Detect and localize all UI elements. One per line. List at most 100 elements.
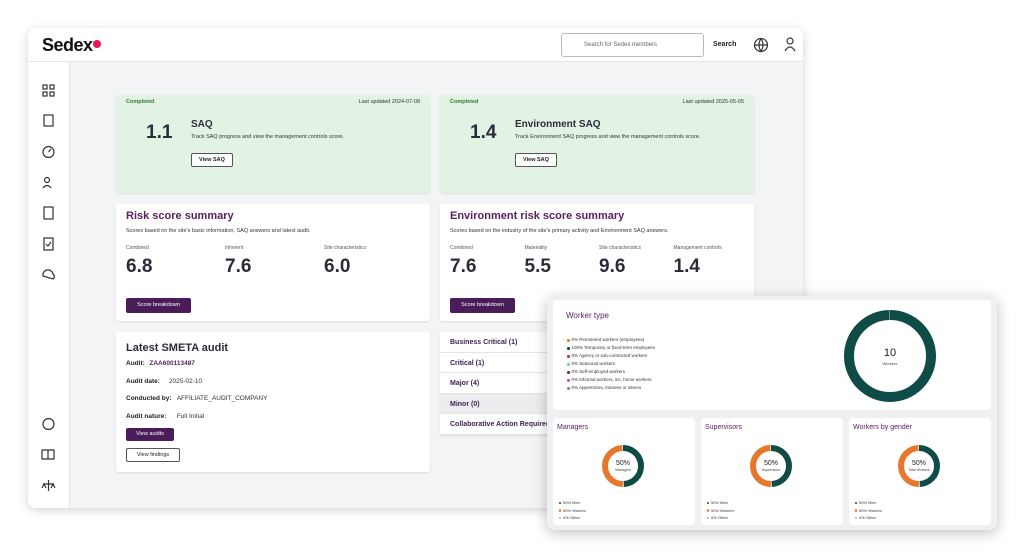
- saq-title: Environment SAQ: [515, 119, 601, 130]
- center-value: 10: [883, 347, 897, 359]
- finding-label: Business Critical (1): [450, 339, 518, 346]
- card-title: Environment risk score summary: [450, 210, 625, 222]
- field-label: Conducted by:: [126, 395, 172, 402]
- donut: [602, 445, 644, 487]
- donut: [844, 310, 936, 402]
- donut-segment: [844, 310, 936, 402]
- button-label: Score breakdown: [137, 302, 180, 308]
- card-title: Workers by gender: [853, 424, 913, 431]
- field-label: Audit:: [126, 360, 145, 367]
- center-value: 50%: [763, 460, 778, 467]
- legend-label: 50% Women: [711, 507, 734, 513]
- button-label: View SAQ: [199, 157, 225, 163]
- gender-card: Supervisors 50% Supervisors 50% Men 50% Wome…: [701, 418, 843, 525]
- finding-label: Critical (1): [450, 359, 485, 367]
- metric-value: 1.4: [673, 256, 700, 277]
- legend-label: 50% Men: [563, 500, 580, 505]
- search-button[interactable]: Search: [713, 41, 737, 48]
- legend-label: 0% Seasonal workers: [571, 361, 616, 366]
- field-value: 2025-02-10: [168, 377, 203, 385]
- audit-card: Latest SMETA audit Audit: ZAA600113487 Audi…: [116, 332, 430, 472]
- donut-segment: [602, 445, 644, 487]
- donut-segment: [898, 445, 940, 487]
- card-title: Risk score summary: [126, 210, 234, 222]
- gender-card: Managers 50% Managers 50% Men 50% Women 0% Ot…: [553, 418, 695, 525]
- view-findings-button[interactable]: View findings: [126, 448, 180, 462]
- metric-label: Management controls: [673, 245, 722, 251]
- legend-dot: [855, 509, 858, 512]
- metric-value: 6.0: [324, 256, 351, 277]
- legend-label: 50% Women: [859, 507, 882, 513]
- legend-dot: [567, 354, 570, 358]
- legend-label: 0% Agency or sub-contracted workers: [571, 353, 648, 358]
- card-title: Worker type: [566, 311, 609, 320]
- legend-label: 100% Temporary or fixed-term employees: [571, 345, 655, 350]
- legend-dot: [559, 516, 562, 520]
- legend-dot: [559, 509, 562, 512]
- view-audits-button[interactable]: View audits: [126, 428, 174, 441]
- score-breakdown-button[interactable]: Score breakdown: [450, 298, 515, 313]
- field-value: Full Initial: [176, 412, 205, 420]
- description: Track Environment SAQ progress and view …: [515, 134, 701, 140]
- legend-dot: [567, 386, 570, 390]
- center-value: 50%: [615, 460, 630, 467]
- metric-label: Combined: [450, 245, 473, 251]
- legend-label: 0% Other: [563, 515, 580, 520]
- legend-dot: [567, 370, 570, 374]
- metric-value: 5.5: [524, 256, 551, 277]
- description: Scores based on the industry of the site…: [450, 228, 669, 234]
- logo-dot: [93, 40, 101, 48]
- finding-label: Major (4): [450, 380, 480, 388]
- saq-card: Completed Last updated 2025-05-05 1.4 Envir…: [440, 95, 754, 193]
- legend-label: 50% Men: [711, 500, 728, 505]
- center-label: Total Workers: [908, 468, 930, 472]
- last-updated: Last updated 2025-05-05: [682, 99, 744, 105]
- status: Completed: [450, 99, 479, 105]
- donut-segment: [898, 445, 940, 487]
- legend-dot: [707, 509, 710, 512]
- description: Scores based on the site's basic informa…: [126, 228, 311, 234]
- legend-label: 50% Women: [563, 507, 586, 513]
- metric-label: Combined: [126, 245, 149, 251]
- legend-label: 0% Informal workers, inc. home workers: [571, 377, 652, 382]
- button-label: Score breakdown: [461, 302, 504, 308]
- center-label: Supervisors: [761, 468, 781, 472]
- search-box[interactable]: Search for Sedex members: [561, 33, 704, 57]
- score-breakdown-button[interactable]: Score breakdown: [126, 298, 191, 313]
- donut: [898, 445, 940, 487]
- legend-label: 0% Self-employed workers: [571, 369, 626, 374]
- donut-segment: [602, 445, 644, 487]
- status: Completed: [126, 99, 155, 105]
- view-saq-button[interactable]: View SAQ: [515, 153, 557, 167]
- legend-dot: [567, 338, 570, 342]
- risk-card: Risk score summary Scores based on the si…: [116, 204, 430, 321]
- description: Track SAQ progress and view the manageme…: [191, 134, 344, 140]
- saq-title: SAQ: [191, 119, 213, 130]
- metric-label: Site characteristics: [599, 245, 641, 251]
- donut-segment: [750, 445, 792, 487]
- center-value: 50%: [911, 460, 926, 467]
- search-placeholder: Search for Sedex members: [584, 42, 658, 48]
- legend-dot: [707, 501, 710, 505]
- donut: [750, 445, 792, 487]
- legend-dot: [567, 362, 570, 366]
- legend-label: 0% Permanent workers (employees): [571, 337, 645, 342]
- center-label: Managers: [615, 468, 631, 472]
- metric-label: Site characteristics: [324, 245, 366, 251]
- view-saq-button[interactable]: View SAQ: [191, 153, 233, 167]
- sidebar: [28, 62, 70, 508]
- card-title: Supervisors: [705, 424, 742, 431]
- worker-type-card: Worker type 0% Permanent workers (employe…: [553, 300, 991, 410]
- donut-segment: [750, 445, 792, 487]
- legend-label: 0% Other: [711, 515, 728, 520]
- legend-dot: [855, 516, 858, 520]
- button-label: View findings: [136, 452, 170, 458]
- card-title: Managers: [557, 424, 589, 431]
- metric-value: 9.6: [599, 256, 626, 277]
- legend-dot: [855, 501, 858, 505]
- logo: Sedex: [42, 35, 93, 55]
- finding-label: Collaborative Action Required: [450, 421, 551, 429]
- worker-panel: Worker type 0% Permanent workers (employe…: [547, 296, 997, 530]
- finding-label: Minor (0): [450, 400, 480, 408]
- card-title: Latest SMETA audit: [126, 342, 229, 354]
